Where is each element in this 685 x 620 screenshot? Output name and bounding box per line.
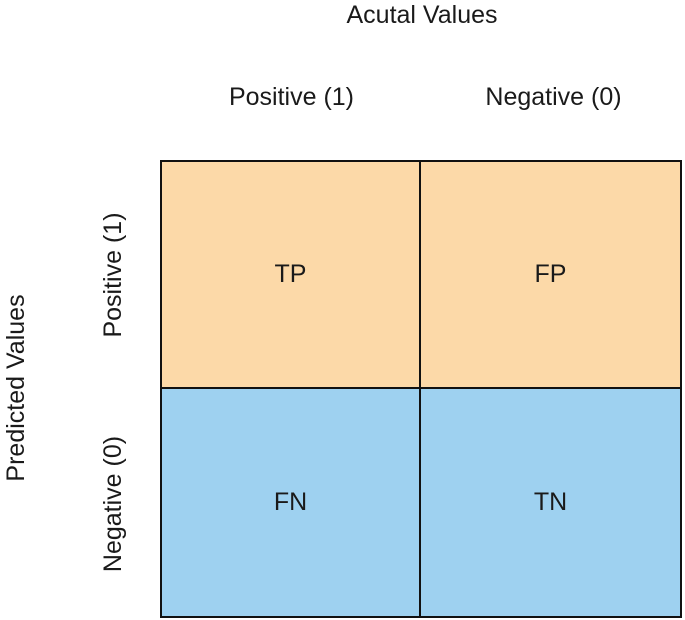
row-header-negative: Negative (0) — [99, 435, 127, 573]
cell-true-positive: TP — [162, 162, 421, 389]
cell-false-positive: FP — [421, 162, 680, 389]
column-header-negative: Negative (0) — [485, 83, 622, 111]
cell-false-negative: FN — [162, 389, 421, 616]
column-header-positive: Positive (1) — [228, 83, 355, 111]
cell-true-negative: TN — [421, 389, 680, 616]
confusion-matrix: TP FP FN TN — [160, 160, 682, 618]
row-header-positive: Positive (1) — [99, 212, 127, 338]
actual-values-axis-title: Acutal Values — [346, 1, 498, 29]
predicted-values-axis-title: Predicted Values — [2, 294, 30, 482]
